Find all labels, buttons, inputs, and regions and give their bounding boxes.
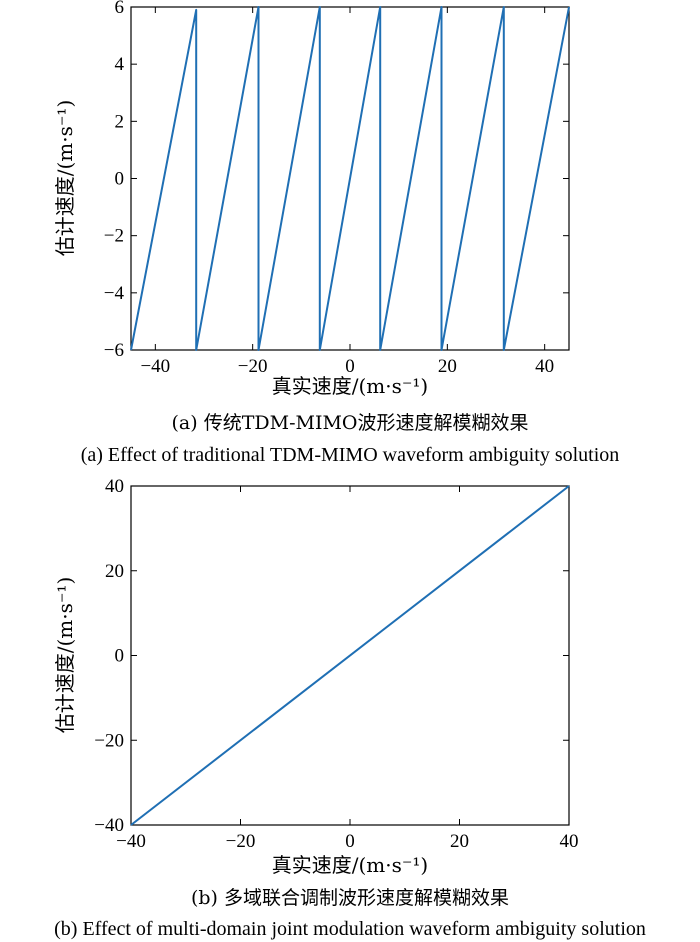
y-tick-label: 20 [105,561,124,582]
chart-a-xlabel: 真实速度/(m·s⁻¹) [272,374,429,398]
chart-a-y-ticks: −6 −4 −2 0 2 4 6 [104,0,569,361]
x-tick-label: 40 [560,831,579,852]
chart-a-caption-en: (a) Effect of traditional TDM-MIMO wavef… [81,444,620,466]
y-tick-label: 2 [115,111,125,132]
chart-a-series [130,6,570,351]
y-tick-label: 40 [105,476,124,497]
chart-b-x-ticks: −40 −20 0 20 40 [116,486,579,852]
y-tick-label: −4 [104,283,125,304]
x-tick-label: 20 [438,356,457,377]
y-tick-label: −40 [94,815,124,836]
y-tick-label: 0 [115,169,125,190]
chart-b-ylabel: 估计速度/(m·s⁻¹) [53,577,77,734]
y-tick-label: −6 [104,340,124,361]
chart-a-caption-zh: (a) 传统TDM-MIMO波形速度解模糊效果 [172,412,529,434]
chart-a-x-ticks: −40 −20 0 20 40 [140,7,554,377]
y-tick-label: −20 [94,730,124,751]
x-tick-label: −40 [116,831,146,852]
chart-b: −40 −20 0 20 40 −40 −20 0 20 40 真实速度/(m·s⁻¹) 估计速… [53,476,646,940]
x-tick-label: −20 [226,831,256,852]
series-line [130,6,570,351]
chart-a-ylabel: 估计速度/(m·s⁻¹) [53,100,77,257]
x-tick-label: 20 [450,831,469,852]
y-tick-label: −2 [104,226,124,247]
chart-b-series [130,485,570,826]
x-tick-label: 0 [345,831,355,852]
x-tick-label: −40 [140,356,170,377]
chart-b-y-ticks: −40 −20 0 20 40 [94,476,569,836]
y-tick-label: 0 [115,646,125,667]
x-tick-label: −20 [238,356,268,377]
chart-b-caption-en: (b) Effect of multi-domain joint modulat… [54,918,646,940]
chart-b-xlabel: 真实速度/(m·s⁻¹) [272,853,429,877]
series-line [130,485,570,826]
y-tick-label: 6 [115,0,125,18]
x-tick-label: 40 [535,356,554,377]
x-tick-label: 0 [345,356,355,377]
y-tick-label: 4 [115,54,125,75]
chart-b-caption-zh: (b) 多域联合调制波形速度解模糊效果 [191,887,509,909]
